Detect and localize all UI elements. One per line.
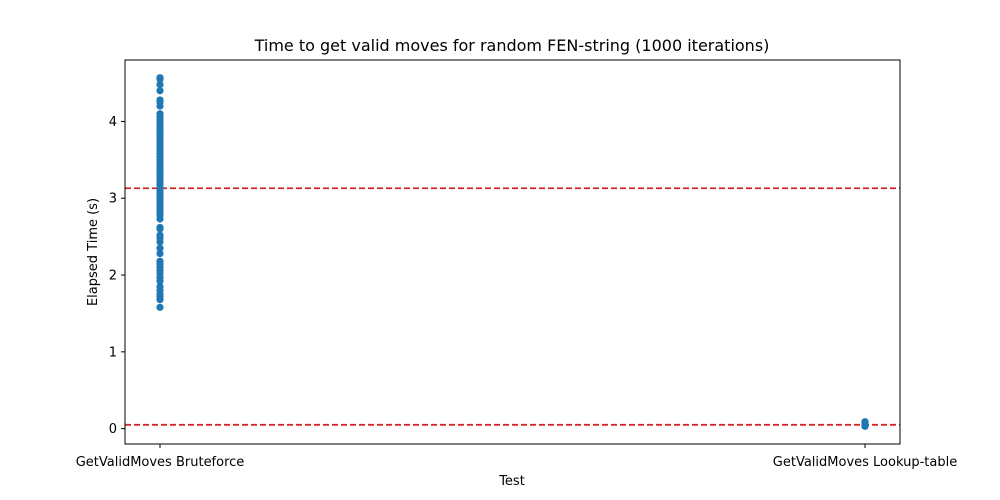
data-point <box>156 223 164 232</box>
data-point <box>156 80 164 89</box>
y-tick-label: 2 <box>109 269 117 284</box>
data-point <box>156 110 164 118</box>
data-point <box>861 418 869 426</box>
data-point <box>156 249 164 258</box>
x-tick-label: GetValidMoves Bruteforce <box>76 455 245 470</box>
y-tick-label: 1 <box>109 345 117 360</box>
plot-frame <box>124 59 901 445</box>
y-axis-label: Elapsed Time (s) <box>86 198 101 306</box>
x-axis-label: Test <box>498 474 525 489</box>
data-point <box>156 74 164 82</box>
data-point <box>156 87 164 95</box>
x-tick-label: GetValidMoves Lookup-table <box>773 455 957 470</box>
y-tick-label: 3 <box>109 192 117 207</box>
data-point <box>156 231 164 239</box>
data-point <box>156 257 164 265</box>
data-point <box>156 282 164 291</box>
data-point <box>156 244 164 252</box>
y-tick-label: 0 <box>109 422 117 437</box>
data-point <box>156 96 164 104</box>
data-point <box>156 303 164 311</box>
y-tick-label: 4 <box>109 115 117 130</box>
chart-title: Time to get valid moves for random FEN-s… <box>254 36 770 55</box>
